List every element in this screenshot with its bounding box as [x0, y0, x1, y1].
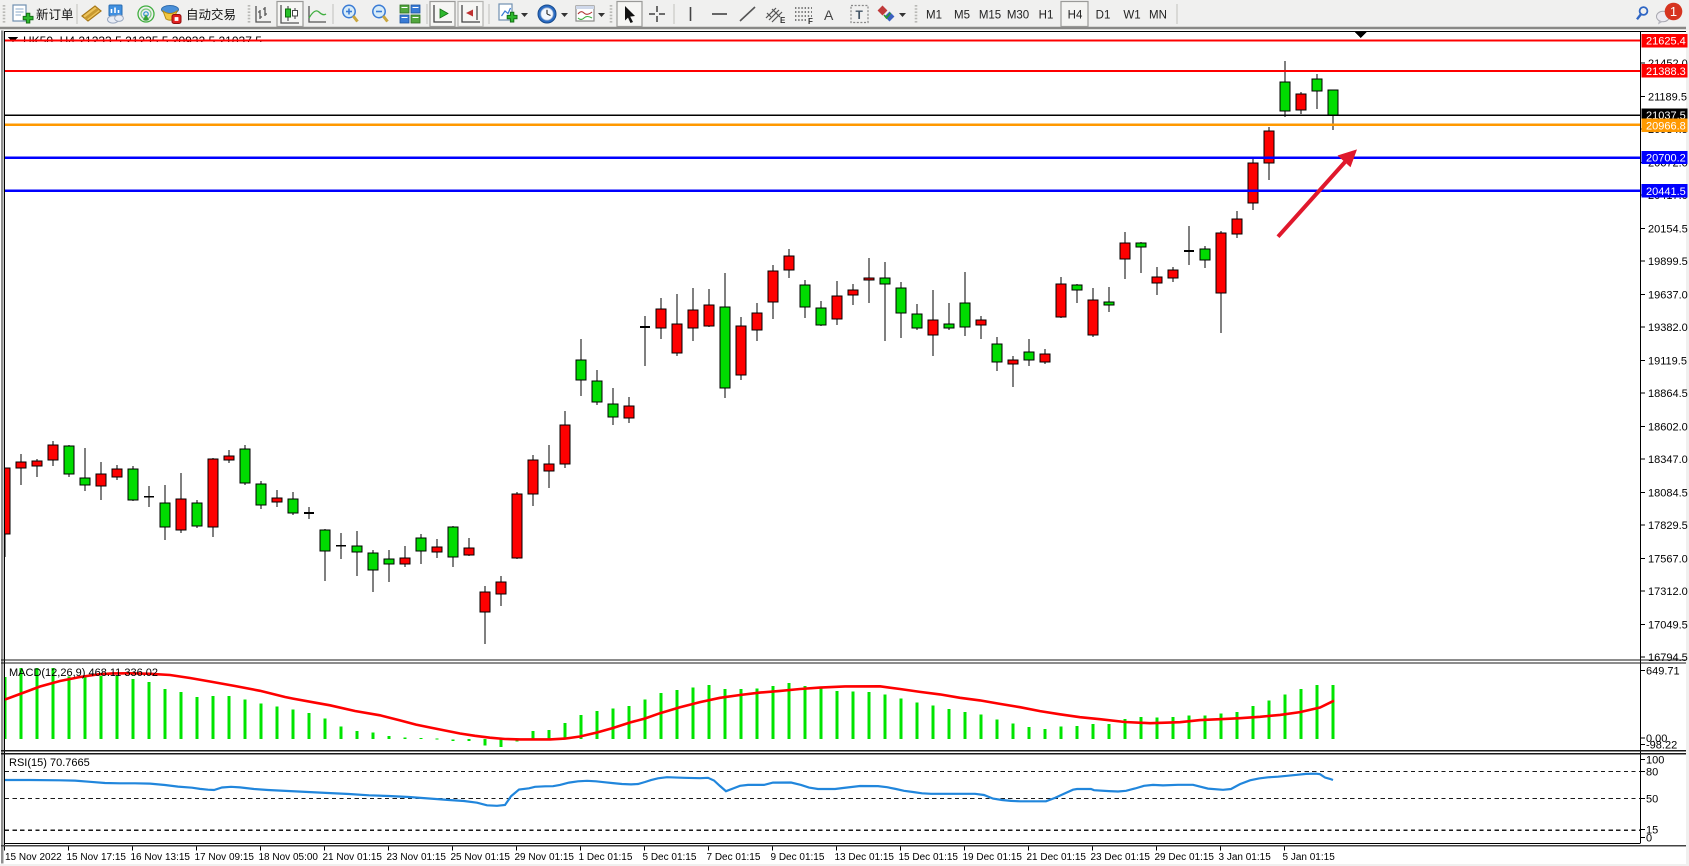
- svg-text:0.00: 0.00: [1646, 733, 1667, 745]
- svg-text:M1: M1: [926, 10, 942, 22]
- svg-text:18864.5: 18864.5: [1648, 388, 1688, 400]
- svg-text:19 Dec 01:15: 19 Dec 01:15: [963, 852, 1023, 863]
- svg-text:15 Nov 2022: 15 Nov 2022: [5, 852, 62, 863]
- svg-text:649.71: 649.71: [1646, 665, 1680, 677]
- svg-text:19119.5: 19119.5: [1648, 355, 1687, 367]
- svg-text:D1: D1: [1096, 10, 1111, 22]
- svg-text:25 Nov 01:15: 25 Nov 01:15: [451, 852, 511, 863]
- svg-text:17829.5: 17829.5: [1648, 520, 1688, 532]
- svg-text:-98.22: -98.22: [1646, 739, 1677, 751]
- svg-text:9 Dec 01:15: 9 Dec 01:15: [771, 852, 825, 863]
- svg-text:17049.5: 17049.5: [1648, 619, 1688, 631]
- svg-text:21 Nov 01:15: 21 Nov 01:15: [323, 852, 383, 863]
- svg-text:13 Dec 01:15: 13 Dec 01:15: [835, 852, 895, 863]
- svg-text:18 Nov 05:00: 18 Nov 05:00: [259, 852, 319, 863]
- svg-text:16794.5: 16794.5: [1648, 652, 1688, 664]
- svg-text:1: 1: [1670, 4, 1677, 19]
- svg-text:W1: W1: [1123, 10, 1140, 22]
- svg-text:29 Nov 01:15: 29 Nov 01:15: [515, 852, 575, 863]
- svg-text:5 Dec 01:15: 5 Dec 01:15: [643, 852, 697, 863]
- svg-text:RSI(15) 70.7665: RSI(15) 70.7665: [9, 757, 90, 769]
- svg-text:23 Nov 01:15: 23 Nov 01:15: [387, 852, 447, 863]
- svg-text:18347.0: 18347.0: [1648, 454, 1688, 466]
- svg-text:20700.2: 20700.2: [1646, 153, 1686, 165]
- svg-text:21 Dec 01:15: 21 Dec 01:15: [1027, 852, 1087, 863]
- svg-text:MN: MN: [1149, 10, 1167, 22]
- svg-text:15: 15: [1646, 824, 1658, 836]
- svg-text:MACD(12,26,9) 468.11 336.02: MACD(12,26,9) 468.11 336.02: [9, 667, 158, 679]
- svg-text:E: E: [780, 16, 786, 25]
- svg-text:0: 0: [1646, 832, 1652, 844]
- svg-text:16 Nov 13:15: 16 Nov 13:15: [131, 852, 191, 863]
- svg-text:M15: M15: [979, 10, 1001, 22]
- svg-text:20154.5: 20154.5: [1648, 223, 1688, 235]
- svg-text:7 Dec 01:15: 7 Dec 01:15: [707, 852, 761, 863]
- svg-text:23 Dec 01:15: 23 Dec 01:15: [1091, 852, 1151, 863]
- svg-text:15 Nov 17:15: 15 Nov 17:15: [67, 852, 127, 863]
- svg-text:1 Dec 01:15: 1 Dec 01:15: [579, 852, 633, 863]
- svg-text:21388.3: 21388.3: [1646, 66, 1686, 78]
- svg-text:19382.0: 19382.0: [1648, 322, 1688, 334]
- svg-text:21625.4: 21625.4: [1646, 36, 1686, 48]
- svg-text:20966.8: 20966.8: [1646, 120, 1686, 132]
- svg-text:80: 80: [1646, 767, 1658, 779]
- svg-text:M5: M5: [954, 10, 970, 22]
- svg-text:3 Jan 01:15: 3 Jan 01:15: [1219, 852, 1272, 863]
- svg-text:19899.5: 19899.5: [1648, 256, 1688, 268]
- svg-text:A: A: [824, 7, 834, 23]
- svg-text:20441.5: 20441.5: [1646, 186, 1686, 198]
- svg-text:18084.5: 18084.5: [1648, 487, 1688, 499]
- svg-text:50: 50: [1646, 794, 1658, 806]
- svg-text:H1: H1: [1039, 10, 1054, 22]
- svg-text:自动交易: 自动交易: [186, 7, 236, 22]
- svg-text:21189.5: 21189.5: [1648, 91, 1687, 103]
- svg-text:5 Jan 01:15: 5 Jan 01:15: [1283, 852, 1336, 863]
- svg-text:15 Dec 01:15: 15 Dec 01:15: [899, 852, 959, 863]
- svg-text:新订单: 新订单: [36, 7, 74, 22]
- svg-text:M30: M30: [1007, 10, 1029, 22]
- svg-text:29 Dec 01:15: 29 Dec 01:15: [1155, 852, 1215, 863]
- svg-text:17567.0: 17567.0: [1648, 553, 1688, 565]
- svg-text:18602.0: 18602.0: [1648, 421, 1688, 433]
- svg-text:100: 100: [1646, 755, 1664, 767]
- svg-text:F: F: [808, 17, 813, 26]
- svg-text:17 Nov 09:15: 17 Nov 09:15: [195, 852, 255, 863]
- svg-text:H4: H4: [1068, 10, 1083, 22]
- svg-text:17312.0: 17312.0: [1648, 586, 1688, 598]
- svg-text:T: T: [856, 8, 864, 22]
- svg-text:19637.0: 19637.0: [1648, 289, 1688, 301]
